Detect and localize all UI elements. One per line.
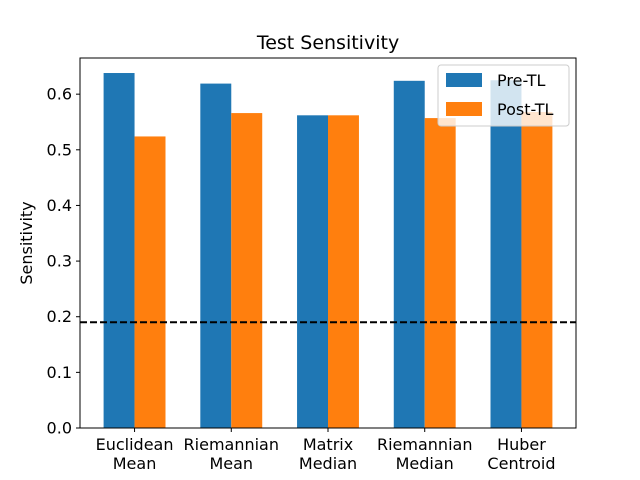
bar-pre-tl-3 — [393, 80, 425, 428]
x-tick-label: Matrix — [303, 435, 353, 454]
y-axis-ticks: 0.0 0.1 0.2 0.3 0.4 0.5 0.6 — [47, 85, 80, 438]
chart-title: Test Sensitivity — [256, 32, 399, 54]
legend-swatch-pre-tl — [446, 73, 482, 87]
legend: Pre-TL Post-TL — [437, 64, 570, 127]
legend-label-post-tl: Post-TL — [497, 100, 554, 119]
bar-post-tl-0 — [134, 136, 166, 428]
x-tick-label: Riemannian — [184, 435, 279, 454]
y-tick-label: 0.4 — [47, 196, 72, 215]
y-tick-label: 0.2 — [47, 307, 72, 326]
x-tick-label: Median — [299, 454, 357, 473]
bar-post-tl-1 — [231, 113, 263, 428]
x-tick-label: Euclidean — [96, 435, 174, 454]
x-tick-label: Riemannian — [377, 435, 472, 454]
bar-pre-tl-0 — [103, 73, 135, 429]
bar-post-tl-4 — [521, 111, 553, 428]
bar-pre-tl-4 — [490, 80, 522, 428]
x-tick-label: Median — [396, 454, 454, 473]
x-tick-label: Centroid — [487, 454, 555, 473]
y-axis-label: Sensitivity — [17, 201, 36, 284]
y-tick-label: 0.1 — [47, 363, 72, 382]
plot-frame — [79, 57, 577, 429]
x-tick-label: Huber — [497, 435, 546, 454]
bars-group — [103, 73, 553, 429]
legend-label-pre-tl: Pre-TL — [497, 71, 546, 90]
bar-post-tl-2 — [328, 115, 359, 428]
bar-pre-tl-1 — [200, 83, 232, 428]
legend-swatch-post-tl — [446, 102, 482, 116]
y-tick-label: 0.5 — [47, 140, 72, 159]
bar-pre-tl-2 — [297, 115, 328, 428]
y-tick-label: 0.6 — [47, 85, 72, 104]
x-axis-ticks: EuclideanMeanRiemannianMeanMatrixMedianR… — [96, 428, 555, 473]
bar-post-tl-3 — [424, 118, 456, 428]
y-tick-label: 0.3 — [47, 252, 72, 271]
y-tick-label: 0.0 — [47, 419, 72, 438]
x-tick-label: Mean — [209, 454, 253, 473]
x-tick-label: Mean — [113, 454, 157, 473]
